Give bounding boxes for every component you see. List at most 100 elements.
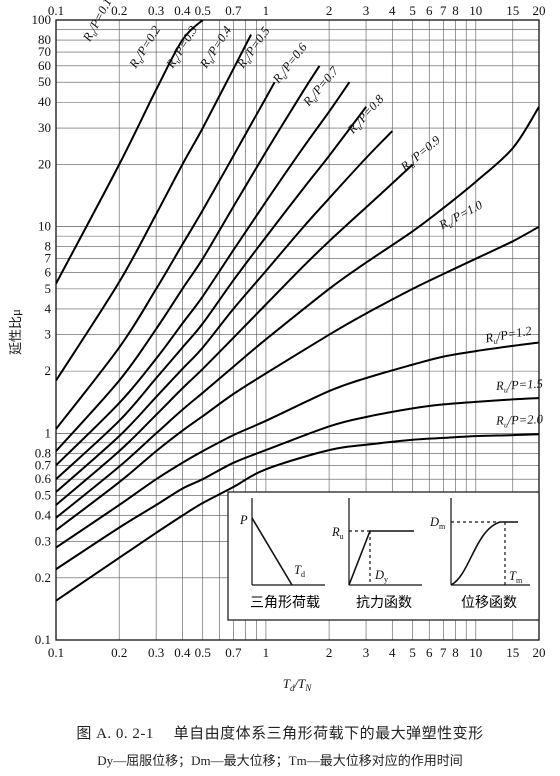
y-tick-label: 0.2 bbox=[35, 570, 51, 585]
x-tick-label: 0.4 bbox=[174, 645, 191, 660]
series-line bbox=[56, 163, 414, 506]
curve-label: Ru/P=0.9 bbox=[397, 133, 444, 176]
inset-box: P Td 三角形荷载 Ru Dy 抗力函数 Dm Tm 位移函数 bbox=[227, 491, 540, 621]
inset-label-td: Td bbox=[294, 563, 305, 579]
y-tick-label: 3 bbox=[45, 327, 52, 342]
series-line bbox=[56, 106, 539, 519]
y-tick-label: 0.5 bbox=[35, 488, 51, 503]
x-tick-label-top: 1 bbox=[263, 3, 270, 18]
y-tick-label: 0.3 bbox=[35, 533, 51, 548]
x-tick-label: 15 bbox=[506, 645, 519, 660]
figure-caption: 图 A. 0. 2-1 单自由度体系三角形荷载下的最大弹塑性变形 bbox=[76, 726, 484, 742]
y-tick-label: 50 bbox=[38, 74, 51, 89]
inset-caption-displacement: 位移函数 bbox=[461, 595, 517, 611]
x-tick-label-top: 5 bbox=[409, 3, 416, 18]
x-tick-label-top: 10 bbox=[469, 3, 482, 18]
y-tick-label: 5 bbox=[45, 281, 52, 296]
x-tick-label: 3 bbox=[363, 645, 370, 660]
x-tick-label-top: 7 bbox=[440, 3, 447, 18]
series-line bbox=[56, 106, 367, 480]
inset-label-dy: Dy bbox=[374, 568, 388, 584]
curves bbox=[56, 20, 539, 602]
series-line bbox=[56, 34, 252, 382]
plot-frame bbox=[55, 19, 540, 641]
inset-label-dm: Dm bbox=[429, 515, 446, 531]
y-tick-label: 0.6 bbox=[35, 471, 52, 486]
curve-label: Ru/P=2.0 bbox=[495, 412, 544, 430]
x-tick-label: 8 bbox=[452, 645, 459, 660]
x-tick-label-top: 8 bbox=[452, 3, 459, 18]
y-axis-label: 延性比μ bbox=[8, 309, 23, 355]
inset-caption-load: 三角形荷载 bbox=[250, 595, 320, 611]
y-tick-label: 1 bbox=[45, 425, 52, 440]
y-tick-label: 20 bbox=[38, 156, 51, 171]
x-tick-label: 0.5 bbox=[195, 645, 211, 660]
y-tick-label: 7 bbox=[45, 251, 52, 266]
inset-label-p: P bbox=[239, 513, 248, 527]
inset-label-ru: Ru bbox=[331, 525, 344, 541]
y-tick-label: 8 bbox=[45, 239, 52, 254]
curve-label: Ru/P=0.5 bbox=[234, 24, 275, 72]
inset-caption-resistance: 抗力函数 bbox=[356, 595, 412, 611]
series-line bbox=[56, 130, 394, 493]
x-tick-label-top: 0.1 bbox=[48, 3, 64, 18]
tick-labels: 0.10.10.20.20.30.30.40.40.50.50.70.71122… bbox=[32, 3, 546, 660]
curve-label: Ru/P=1.2 bbox=[483, 324, 533, 348]
inset-resistance-function bbox=[348, 498, 422, 586]
y-tick-label: 100 bbox=[32, 12, 52, 27]
curve-label: Ru/P=0.6 bbox=[269, 40, 312, 88]
y-tick-label: 10 bbox=[38, 219, 51, 234]
y-tick-label: 2 bbox=[45, 363, 52, 378]
y-tick-label: 0.1 bbox=[35, 632, 51, 647]
curve-label: Ru/P=1.5 bbox=[495, 377, 544, 395]
series-line bbox=[56, 81, 351, 467]
x-tick-label: 0.2 bbox=[111, 645, 127, 660]
x-tick-label: 5 bbox=[409, 645, 416, 660]
x-tick-label-top: 2 bbox=[326, 3, 333, 18]
x-tick-label: 10 bbox=[469, 645, 482, 660]
x-tick-label: 0.7 bbox=[225, 645, 242, 660]
curve-labels: Ru/P=0.1Ru/P=0.2Ru/P=0.3Ru/P=0.4Ru/P=0.5… bbox=[80, 0, 544, 430]
series-line bbox=[56, 225, 539, 531]
x-tick-label: 20 bbox=[533, 645, 546, 660]
x-tick-label-top: 20 bbox=[533, 3, 546, 18]
curve-label: Ru/P=0.2 bbox=[126, 23, 165, 72]
y-tick-label: 0.4 bbox=[35, 508, 52, 523]
curve-label: Ru/P=0.1 bbox=[80, 0, 117, 46]
x-tick-label-top: 4 bbox=[389, 3, 396, 18]
series-line bbox=[56, 81, 276, 430]
y-tick-label: 6 bbox=[45, 265, 52, 280]
x-tick-label-top: 0.2 bbox=[111, 3, 127, 18]
x-tick-label-top: 0.3 bbox=[148, 3, 164, 18]
y-tick-label: 0.7 bbox=[35, 457, 52, 472]
series-line bbox=[56, 433, 539, 602]
y-tick-label: 40 bbox=[38, 94, 51, 109]
series-line bbox=[56, 341, 539, 549]
x-tick-label: 1 bbox=[263, 645, 270, 660]
inset-triangle-load bbox=[251, 498, 325, 586]
y-tick-label: 30 bbox=[38, 120, 51, 135]
chart-figure: 0.10.10.20.20.30.30.40.40.50.50.70.71122… bbox=[8, 0, 546, 693]
x-axis-label: Td/TN bbox=[283, 676, 313, 693]
series-line bbox=[56, 20, 204, 285]
inset-label-tm: Tm bbox=[509, 569, 523, 585]
x-tick-label: 4 bbox=[389, 645, 396, 660]
x-tick-label-top: 0.5 bbox=[195, 3, 211, 18]
x-tick-label-top: 0.4 bbox=[174, 3, 191, 18]
figure-legend-note: Dy—屈服位移；Dm—最大位移；Tm—最大位移对应的作用时间 bbox=[97, 753, 463, 768]
y-tick-label: 80 bbox=[38, 32, 51, 47]
y-tick-label: 60 bbox=[38, 58, 51, 73]
series-line bbox=[56, 397, 539, 571]
x-tick-label: 7 bbox=[440, 645, 447, 660]
x-tick-label: 2 bbox=[326, 645, 333, 660]
x-tick-label: 6 bbox=[426, 645, 433, 660]
x-tick-label-top: 0.7 bbox=[225, 3, 242, 18]
series-line bbox=[56, 65, 321, 452]
inset-displacement-function bbox=[450, 498, 530, 586]
y-tick-label: 0.8 bbox=[35, 445, 51, 460]
x-tick-label-top: 15 bbox=[506, 3, 519, 18]
x-tick-label-top: 3 bbox=[363, 3, 370, 18]
y-tick-label: 70 bbox=[38, 44, 51, 59]
x-tick-label: 0.1 bbox=[48, 645, 64, 660]
x-tick-label: 0.3 bbox=[148, 645, 164, 660]
